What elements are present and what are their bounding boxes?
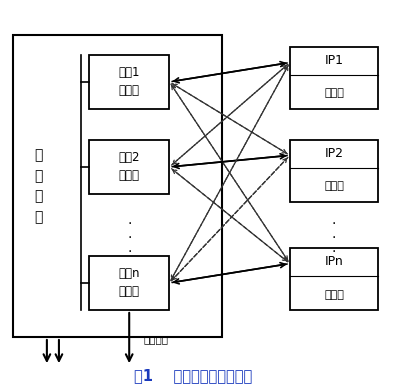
Bar bbox=[89, 140, 169, 194]
Text: ·
·
·: · · · bbox=[332, 217, 336, 260]
Bar bbox=[13, 35, 222, 337]
Text: IPn: IPn bbox=[325, 255, 343, 268]
Text: 包装器: 包装器 bbox=[324, 88, 344, 99]
Bar bbox=[290, 248, 378, 310]
Bar bbox=[89, 55, 169, 109]
Text: 策略1
状态机: 策略1 状态机 bbox=[118, 66, 140, 97]
Text: ·
·
·: · · · bbox=[127, 217, 131, 260]
Text: IP2: IP2 bbox=[324, 147, 343, 160]
Text: 问题反馈: 问题反馈 bbox=[143, 334, 168, 344]
Bar bbox=[290, 140, 378, 202]
Bar bbox=[290, 47, 378, 109]
Text: 策
略
引
擎: 策 略 引 擎 bbox=[35, 148, 43, 224]
Text: 图1    策略检查架构示意图: 图1 策略检查架构示意图 bbox=[134, 369, 253, 383]
Text: 包装器: 包装器 bbox=[324, 289, 344, 300]
Text: 策略2
状态机: 策略2 状态机 bbox=[118, 151, 140, 182]
Text: 策略n
状态机: 策略n 状态机 bbox=[118, 267, 140, 298]
Bar bbox=[89, 256, 169, 310]
Text: 包装器: 包装器 bbox=[324, 181, 344, 191]
Text: IP1: IP1 bbox=[324, 54, 343, 67]
